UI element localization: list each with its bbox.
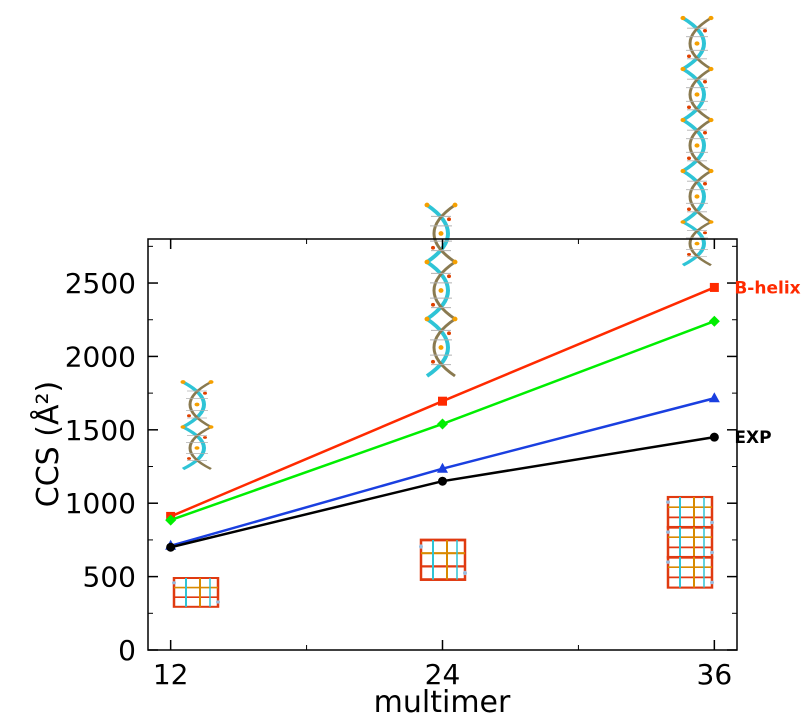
compact-24-image xyxy=(417,538,469,581)
series-3: EXP xyxy=(166,428,772,552)
series-1 xyxy=(165,315,720,526)
data-point xyxy=(708,315,720,327)
y-tick-label: 500 xyxy=(83,561,136,594)
data-point xyxy=(437,418,448,430)
data-point xyxy=(437,462,448,473)
y-tick-label: 2500 xyxy=(65,267,136,300)
compact-12-image xyxy=(170,576,222,609)
compact-36-image xyxy=(664,495,716,589)
plot-frame xyxy=(147,238,738,651)
data-point xyxy=(438,396,447,406)
helix-36-image xyxy=(678,13,716,268)
helix-24-image xyxy=(422,200,460,378)
series-layer: B-helix EXP xyxy=(165,278,801,552)
data-point xyxy=(165,514,177,526)
x-tick-label: 24 xyxy=(425,658,461,691)
series-2 xyxy=(165,392,720,550)
data-point xyxy=(708,392,720,403)
series-0: B-helix xyxy=(166,278,801,521)
y-tick-label: 0 xyxy=(118,634,136,667)
data-point xyxy=(166,542,176,552)
data-point xyxy=(438,476,447,486)
x-axis-title: multimer xyxy=(374,685,511,717)
series-label: B-helix xyxy=(734,278,800,298)
y-tick-label: 1500 xyxy=(65,414,136,447)
series-label: EXP xyxy=(734,428,771,448)
x-tick-label: 12 xyxy=(153,658,189,691)
x-tick-label: 36 xyxy=(697,658,733,691)
helix-12-image xyxy=(178,378,216,471)
structure-illustrations xyxy=(170,13,716,609)
y-tick-label: 2000 xyxy=(65,340,136,373)
y-axis-title: CCS (Å²) xyxy=(30,381,66,507)
y-axis: 0 500 1000 1500 2000 2500 xyxy=(65,245,737,667)
y-tick-label: 1000 xyxy=(65,487,136,520)
data-point xyxy=(709,282,719,292)
x-axis: 12 24 36 xyxy=(153,239,732,691)
data-point xyxy=(709,432,719,442)
